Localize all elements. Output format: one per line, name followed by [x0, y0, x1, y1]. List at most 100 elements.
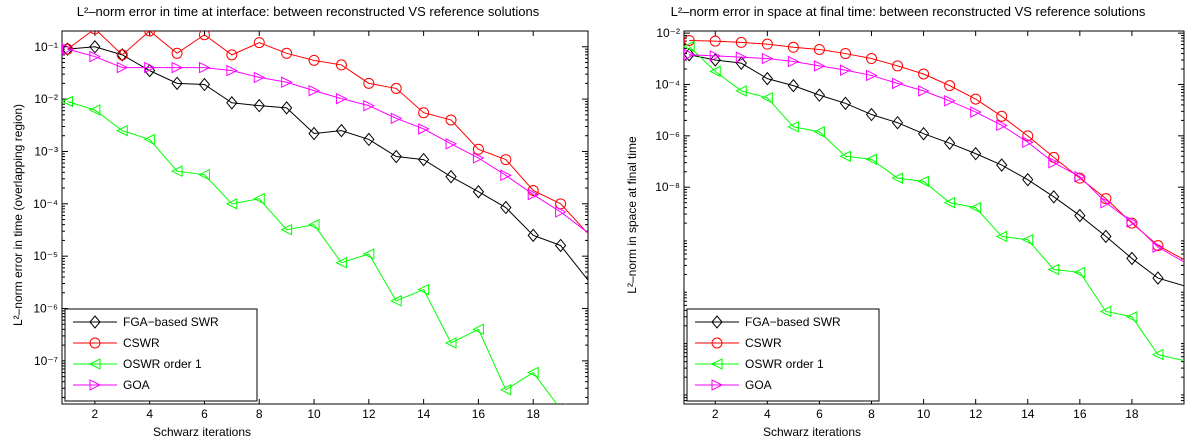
legend-marker	[89, 315, 101, 329]
legend-label: FGA−based SWR	[745, 315, 841, 329]
data-point	[866, 53, 877, 65]
data-point	[684, 47, 695, 62]
legend-box	[64, 308, 258, 402]
data-point	[225, 198, 238, 210]
data-point	[839, 64, 852, 76]
data-point	[88, 104, 101, 116]
legend-item: FGA−based SWR	[73, 315, 219, 329]
y-tick-label: 10⁻⁶	[655, 129, 680, 143]
data-point	[787, 41, 799, 53]
data-point	[1073, 266, 1086, 279]
legend-marker	[89, 337, 101, 349]
legend-marker	[711, 315, 723, 329]
x-tick-label: 2	[712, 407, 719, 421]
y-tick-label: 10⁻⁷	[34, 354, 58, 368]
data-point	[527, 188, 540, 201]
data-point	[363, 99, 375, 112]
data-point	[865, 153, 877, 166]
series-fga-based-swr	[62, 39, 588, 281]
data-point	[996, 158, 1008, 172]
data-point	[1152, 241, 1165, 253]
data-point	[143, 133, 156, 146]
data-point	[171, 61, 184, 74]
data-point	[891, 115, 904, 130]
data-point	[787, 55, 800, 68]
data-point	[527, 228, 539, 243]
data-point	[1022, 172, 1034, 187]
data-point	[1022, 130, 1034, 142]
x-tick-label: 18	[527, 407, 541, 421]
data-point	[418, 107, 430, 119]
x-tick-label: 16	[1073, 407, 1087, 421]
legend-marker	[711, 379, 724, 391]
data-point	[787, 120, 799, 133]
data-point	[1074, 170, 1086, 183]
data-point	[787, 78, 800, 93]
data-point	[89, 39, 101, 54]
data-point	[89, 50, 101, 63]
data-point	[144, 61, 156, 74]
x-tick-label: 4	[764, 407, 771, 421]
data-point	[198, 77, 211, 92]
y-tick-label: 10⁻⁵	[33, 249, 58, 263]
data-point	[308, 126, 320, 141]
data-point	[918, 68, 930, 80]
data-point	[417, 283, 430, 296]
data-point	[1021, 233, 1034, 246]
x-axis-label: Schwarz iterations	[763, 425, 861, 439]
legend-marker	[88, 358, 101, 370]
data-point	[735, 51, 748, 63]
y-tick-label: 10⁻¹	[34, 40, 58, 54]
data-point	[917, 126, 930, 141]
legend-marker	[711, 337, 723, 349]
data-point	[253, 71, 266, 84]
data-point	[943, 136, 956, 150]
data-point	[996, 119, 1008, 132]
data-point	[761, 92, 773, 104]
data-point	[709, 50, 722, 62]
data-point	[499, 384, 512, 396]
x-tick-label: 18	[1125, 407, 1139, 421]
data-point	[390, 149, 402, 164]
legend-label: CSWR	[123, 336, 160, 350]
legend-label: GOA	[745, 378, 772, 392]
data-point	[500, 200, 512, 215]
data-point	[390, 295, 402, 307]
data-point	[116, 49, 128, 61]
x-tick-label: 8	[256, 407, 263, 421]
data-point	[1126, 216, 1139, 228]
legend-label: CSWR	[745, 336, 782, 350]
data-point	[944, 95, 956, 107]
data-point	[472, 323, 484, 336]
x-tick-label: 12	[362, 407, 376, 421]
data-point	[1151, 348, 1164, 361]
legend-item: OSWR order 1	[695, 357, 824, 371]
data-point	[918, 85, 930, 97]
data-point	[253, 98, 265, 113]
data-point	[362, 248, 375, 260]
chart-title: L²–norm error in space at final time: be…	[671, 4, 1146, 19]
chart-panel-right: L²–norm error in space at final time: be…	[600, 0, 1199, 441]
data-point	[1048, 190, 1060, 204]
data-point	[308, 54, 320, 66]
data-point	[944, 80, 956, 92]
series-fga-based-swr	[684, 47, 1184, 287]
legend-item: FGA−based SWR	[695, 315, 841, 329]
x-tick-label: 8	[868, 407, 875, 421]
data-point	[363, 77, 375, 89]
data-point	[943, 196, 956, 209]
data-point	[761, 71, 773, 86]
data-point	[335, 256, 347, 269]
data-point	[417, 152, 430, 167]
data-point	[390, 112, 403, 125]
data-point	[891, 172, 904, 184]
data-point	[995, 230, 1008, 243]
data-point	[735, 85, 747, 97]
x-tick-label: 6	[816, 407, 823, 421]
series-oswr-order-1	[684, 40, 1184, 362]
data-point	[1126, 251, 1138, 266]
data-point	[198, 168, 210, 181]
legend-marker	[89, 379, 102, 391]
data-point	[813, 43, 825, 55]
data-point	[198, 31, 210, 41]
